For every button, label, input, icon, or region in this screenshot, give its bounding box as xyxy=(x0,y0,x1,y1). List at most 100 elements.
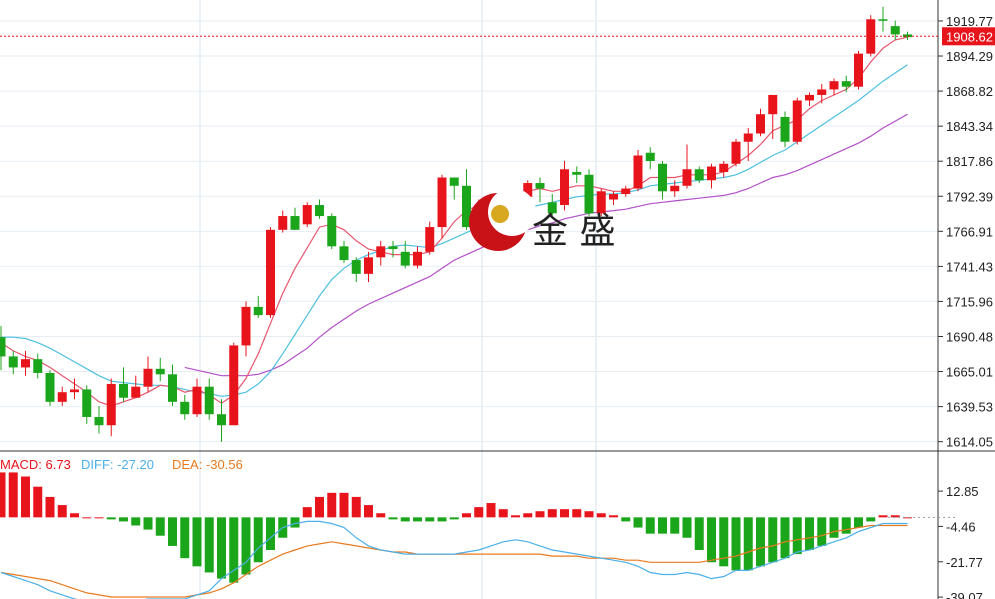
macd-bar-40 xyxy=(486,503,496,518)
diff-line xyxy=(0,520,908,599)
macd-bar-41 xyxy=(498,509,508,518)
macd-bar-17 xyxy=(204,517,214,573)
macd-bar-29 xyxy=(351,496,361,518)
macd-bar-67 xyxy=(817,517,827,546)
candle-body-44 xyxy=(535,183,545,189)
candle-body-30 xyxy=(364,257,373,274)
candle-body-21 xyxy=(253,306,263,316)
price-axis-label-0: 1919.77 xyxy=(946,14,993,29)
macd-bar-64 xyxy=(780,517,790,559)
price-axis-label-7: 1741.43 xyxy=(946,259,993,274)
candle-body-71 xyxy=(866,19,876,54)
candle-body-59 xyxy=(719,163,729,173)
candle-body-61 xyxy=(743,133,753,142)
candle-body-11 xyxy=(131,386,141,398)
watermark-crescent-cutout xyxy=(488,188,536,236)
macd-bar-42 xyxy=(511,515,520,518)
candle-body-2 xyxy=(21,359,30,368)
candle-body-20 xyxy=(241,306,251,346)
macd-bar-22 xyxy=(266,517,275,550)
candle-body-1 xyxy=(8,356,18,368)
macd-bar-2 xyxy=(21,476,30,518)
macd-bar-49 xyxy=(596,513,606,518)
candle-body-13 xyxy=(155,368,165,375)
macd-bar-36 xyxy=(437,517,447,522)
diff-value-label: DIFF: -27.20 xyxy=(81,457,154,472)
candle-body-19 xyxy=(229,345,239,426)
macd-axis-label-0: 12.85 xyxy=(946,484,979,499)
candlestick-series xyxy=(0,6,912,442)
candle-body-74 xyxy=(903,34,912,38)
candle-body-66 xyxy=(805,94,814,101)
macd-bar-45 xyxy=(547,509,557,518)
candle-body-63 xyxy=(768,94,778,115)
macd-bar-47 xyxy=(572,509,582,518)
macd-bar-4 xyxy=(45,496,55,518)
candle-body-35 xyxy=(425,227,435,252)
last-price-label: 1908.62 xyxy=(946,29,993,44)
last-price-badge xyxy=(942,27,995,46)
price-axis-label-3: 1843.34 xyxy=(946,119,993,134)
macd-bar-27 xyxy=(327,492,337,518)
candle-body-55 xyxy=(670,185,680,192)
candle-body-8 xyxy=(94,416,104,426)
candle-body-23 xyxy=(278,216,288,230)
price-axis-label-12: 1614.05 xyxy=(946,435,993,450)
watermark-text: 金 盛 xyxy=(532,211,615,252)
macd-bar-56 xyxy=(682,517,692,538)
macd-bar-37 xyxy=(449,517,459,520)
macd-bar-55 xyxy=(670,517,680,534)
macd-bar-6 xyxy=(70,513,79,518)
macd-bar-57 xyxy=(694,517,704,550)
candle-body-29 xyxy=(351,260,361,274)
macd-bar-39 xyxy=(474,507,484,518)
candle-body-56 xyxy=(682,169,692,186)
macd-bar-34 xyxy=(413,517,422,522)
macd-bar-59 xyxy=(719,517,729,567)
macd-bar-53 xyxy=(645,517,655,534)
macd-bar-3 xyxy=(33,486,43,518)
candle-body-4 xyxy=(45,372,55,402)
macd-bar-5 xyxy=(57,505,67,518)
candle-body-0 xyxy=(0,337,6,357)
macd-bar-0 xyxy=(0,472,6,518)
macd-bar-66 xyxy=(805,517,814,550)
candle-body-7 xyxy=(82,389,92,417)
macd-bar-62 xyxy=(756,517,765,567)
watermark-gold-dot-icon xyxy=(491,205,509,223)
macd-bar-26 xyxy=(315,496,324,518)
macd-bar-44 xyxy=(535,511,545,518)
candle-body-38 xyxy=(462,185,471,228)
macd-bar-51 xyxy=(621,517,631,522)
price-axis-label-8: 1715.96 xyxy=(946,294,993,309)
price-axis-label-5: 1792.39 xyxy=(946,189,993,204)
candle-body-48 xyxy=(584,174,594,214)
candle-body-31 xyxy=(376,246,386,258)
macd-bar-14 xyxy=(168,517,177,546)
ma-short-line xyxy=(0,36,908,407)
candle-body-53 xyxy=(645,152,655,162)
macd-bar-16 xyxy=(192,517,202,567)
candle-body-52 xyxy=(633,155,643,189)
macd-bar-15 xyxy=(180,517,190,559)
candle-body-70 xyxy=(854,53,863,87)
candle-body-18 xyxy=(217,414,226,426)
macd-bar-18 xyxy=(217,517,226,579)
candle-body-49 xyxy=(596,191,606,214)
macd-bar-68 xyxy=(829,517,839,538)
candle-body-36 xyxy=(437,177,447,228)
macd-bar-20 xyxy=(241,517,251,575)
candle-body-57 xyxy=(694,169,704,181)
price-axis-label-9: 1690.48 xyxy=(946,329,993,344)
price-axis-label-1: 1894.29 xyxy=(946,49,993,64)
macd-bar-72 xyxy=(878,515,888,518)
macd-bar-13 xyxy=(155,517,165,536)
watermark-logo: 金 盛 xyxy=(469,188,615,252)
macd-bar-1 xyxy=(8,472,18,518)
macd-bar-28 xyxy=(339,492,349,518)
macd-bar-54 xyxy=(658,517,667,534)
macd-bar-24 xyxy=(290,517,300,528)
macd-legend: MACD: 6.73 DIFF: -27.20 DEA: -30.56 xyxy=(0,457,243,472)
candle-body-43 xyxy=(523,183,533,197)
candle-body-16 xyxy=(192,386,202,415)
